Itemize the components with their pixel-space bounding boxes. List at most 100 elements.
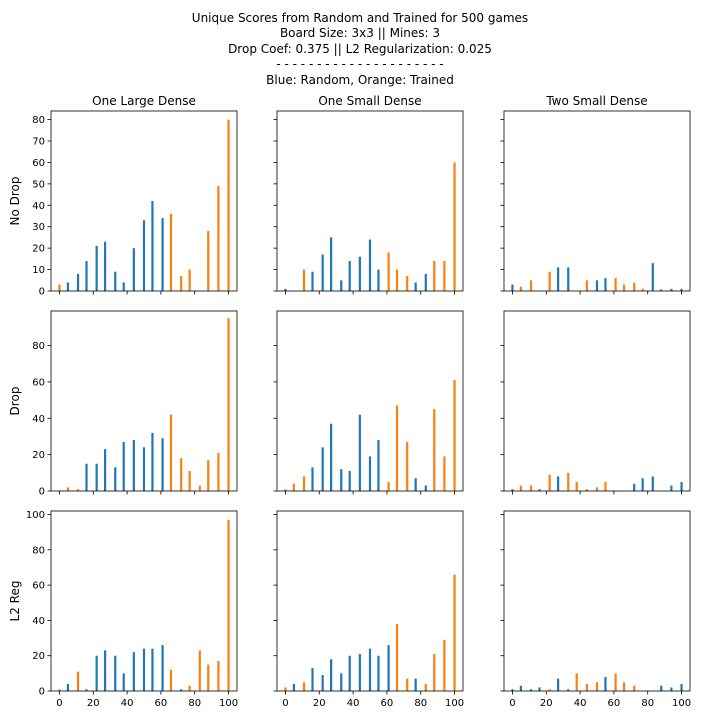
- bar-trained: [207, 231, 210, 291]
- bar-random: [538, 489, 541, 491]
- bar-trained: [633, 685, 636, 691]
- bar-trained: [614, 278, 617, 291]
- bar-trained: [453, 380, 456, 491]
- panel-frame: [276, 310, 464, 492]
- panel-frame: [50, 510, 238, 692]
- bar-trained: [227, 519, 230, 691]
- bar-trained: [207, 664, 210, 691]
- bar-random: [66, 282, 70, 291]
- bar-trained: [217, 452, 220, 491]
- bar-trained: [227, 318, 230, 491]
- bar-random: [348, 261, 351, 291]
- y-tick-label: 60: [32, 581, 45, 592]
- bar-random: [651, 263, 654, 291]
- y-tick-label: 20: [32, 450, 45, 461]
- y-tick-label: 60: [32, 158, 45, 169]
- bar-trained: [604, 481, 607, 491]
- x-tick-label: 80: [641, 698, 654, 709]
- y-tick-label: 0: [39, 687, 45, 698]
- bar-trained: [406, 441, 409, 491]
- bar-random: [387, 645, 390, 691]
- bar-random: [161, 438, 164, 491]
- x-tick-label: 60: [381, 698, 394, 709]
- bar-random: [424, 485, 427, 491]
- bar-random: [142, 447, 146, 491]
- bar-random: [511, 489, 514, 491]
- bar-trained: [217, 186, 220, 291]
- bar-random: [132, 440, 135, 491]
- bar-trained: [292, 483, 296, 491]
- bar-random: [633, 483, 636, 491]
- bar-random: [529, 689, 533, 691]
- bar-random: [567, 689, 570, 691]
- panel-frame: [503, 310, 691, 492]
- bar-random: [368, 648, 372, 691]
- x-tick-label: 20: [540, 698, 553, 709]
- bar-random: [66, 683, 70, 691]
- bar-trained: [453, 574, 456, 691]
- bar-random: [330, 237, 333, 291]
- bar-random: [511, 284, 514, 291]
- bar-random: [348, 471, 351, 491]
- bar-trained: [180, 458, 183, 491]
- title-line-4: - - - - - - - - - - - - - - - - - - - - …: [276, 57, 444, 72]
- y-tick-label: 30: [32, 222, 45, 233]
- bar-random: [330, 659, 333, 691]
- title-line-1: Unique Scores from Random and Trained fo…: [191, 11, 529, 25]
- bar-trained: [529, 485, 533, 491]
- bar-trained: [188, 269, 191, 291]
- bar-random: [340, 673, 343, 691]
- x-tick-label: 60: [155, 698, 168, 709]
- bar-random: [414, 478, 417, 491]
- bar-random: [142, 648, 146, 691]
- bar-random: [85, 261, 88, 291]
- bar-trained: [433, 261, 436, 291]
- y-tick-label: 40: [32, 414, 45, 425]
- bar-trained: [453, 162, 456, 291]
- bar-random: [85, 689, 88, 691]
- bar-trained: [180, 276, 183, 291]
- bar-random: [595, 280, 599, 291]
- panel-frame: [276, 110, 464, 292]
- column-title: Two Small Dense: [545, 94, 647, 108]
- bar-trained: [660, 288, 663, 291]
- bar-random: [132, 652, 135, 691]
- bar-random: [340, 469, 343, 491]
- y-tick-label: 60: [32, 377, 45, 388]
- bar-trained: [169, 213, 173, 291]
- bar-trained: [395, 623, 399, 691]
- bar-trained: [188, 685, 191, 691]
- bar-trained: [633, 282, 636, 291]
- bar-trained: [622, 682, 626, 691]
- bar-random: [321, 447, 324, 491]
- y-tick-label: 0: [39, 287, 45, 298]
- bar-trained: [76, 489, 80, 491]
- bar-random: [114, 271, 117, 291]
- bar-random: [604, 676, 607, 691]
- bar-random: [104, 241, 107, 291]
- y-tick-label: 80: [32, 115, 45, 126]
- bar-random: [114, 467, 117, 491]
- bar-random: [85, 463, 88, 491]
- column-title: One Large Dense: [92, 94, 196, 108]
- bar-trained: [284, 489, 287, 491]
- bar-random: [604, 278, 607, 291]
- bar-random: [680, 288, 683, 291]
- bar-random: [368, 239, 372, 291]
- bar-random: [114, 655, 117, 691]
- bar-random: [95, 463, 98, 491]
- y-tick-label: 40: [32, 616, 45, 627]
- bar-random: [368, 456, 372, 491]
- x-tick-label: 0: [509, 698, 515, 709]
- bar-random: [567, 267, 570, 291]
- bar-random: [641, 478, 644, 491]
- bar-random: [358, 414, 361, 491]
- y-tick-label: 70: [32, 137, 45, 148]
- x-tick-label: 40: [574, 698, 587, 709]
- bar-trained: [395, 405, 399, 491]
- bar-random: [161, 645, 164, 691]
- bar-random: [311, 467, 314, 491]
- bar-random: [122, 673, 125, 691]
- bar-random: [424, 273, 427, 291]
- bar-trained: [207, 460, 210, 491]
